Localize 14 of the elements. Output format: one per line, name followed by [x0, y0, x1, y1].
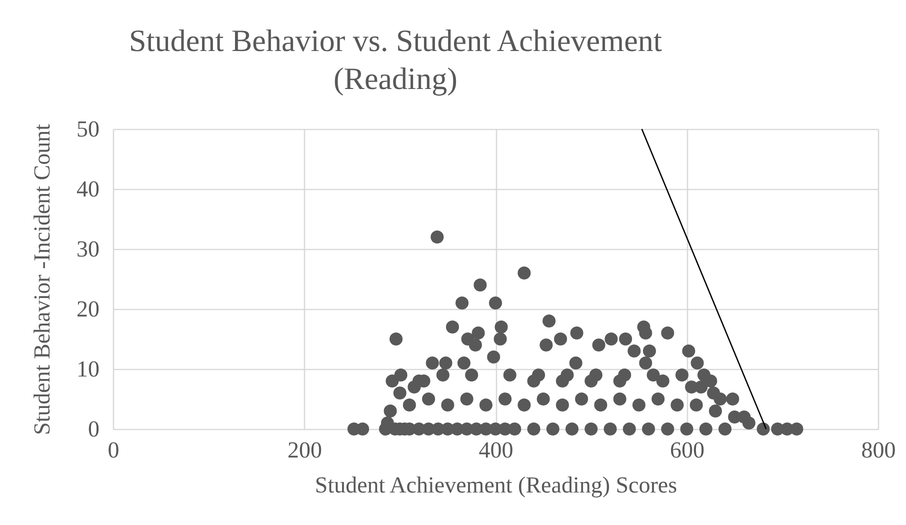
x-tick-label: 0	[108, 438, 120, 462]
y-tick-label: 30	[76, 236, 100, 262]
x-tick-label: 400	[478, 438, 514, 462]
y-tick-label: 20	[76, 296, 100, 322]
y-axis-title: Student Behavior -Incident Count	[30, 123, 54, 436]
x-tick-label: 600	[670, 438, 704, 462]
x-tick-label: 200	[288, 438, 322, 462]
y-tick-label: 10	[76, 356, 100, 382]
y-tick-label: 40	[76, 176, 100, 202]
x-axis-title: Student Achievement (Reading) Scores	[314, 472, 678, 498]
y-tick-label: 0	[88, 416, 100, 442]
x-tick-label: 800	[861, 438, 896, 462]
y-tick-label: 50	[76, 116, 100, 142]
chart-title: Student Behavior vs. Student Achievement (Reading)	[129, 23, 662, 96]
